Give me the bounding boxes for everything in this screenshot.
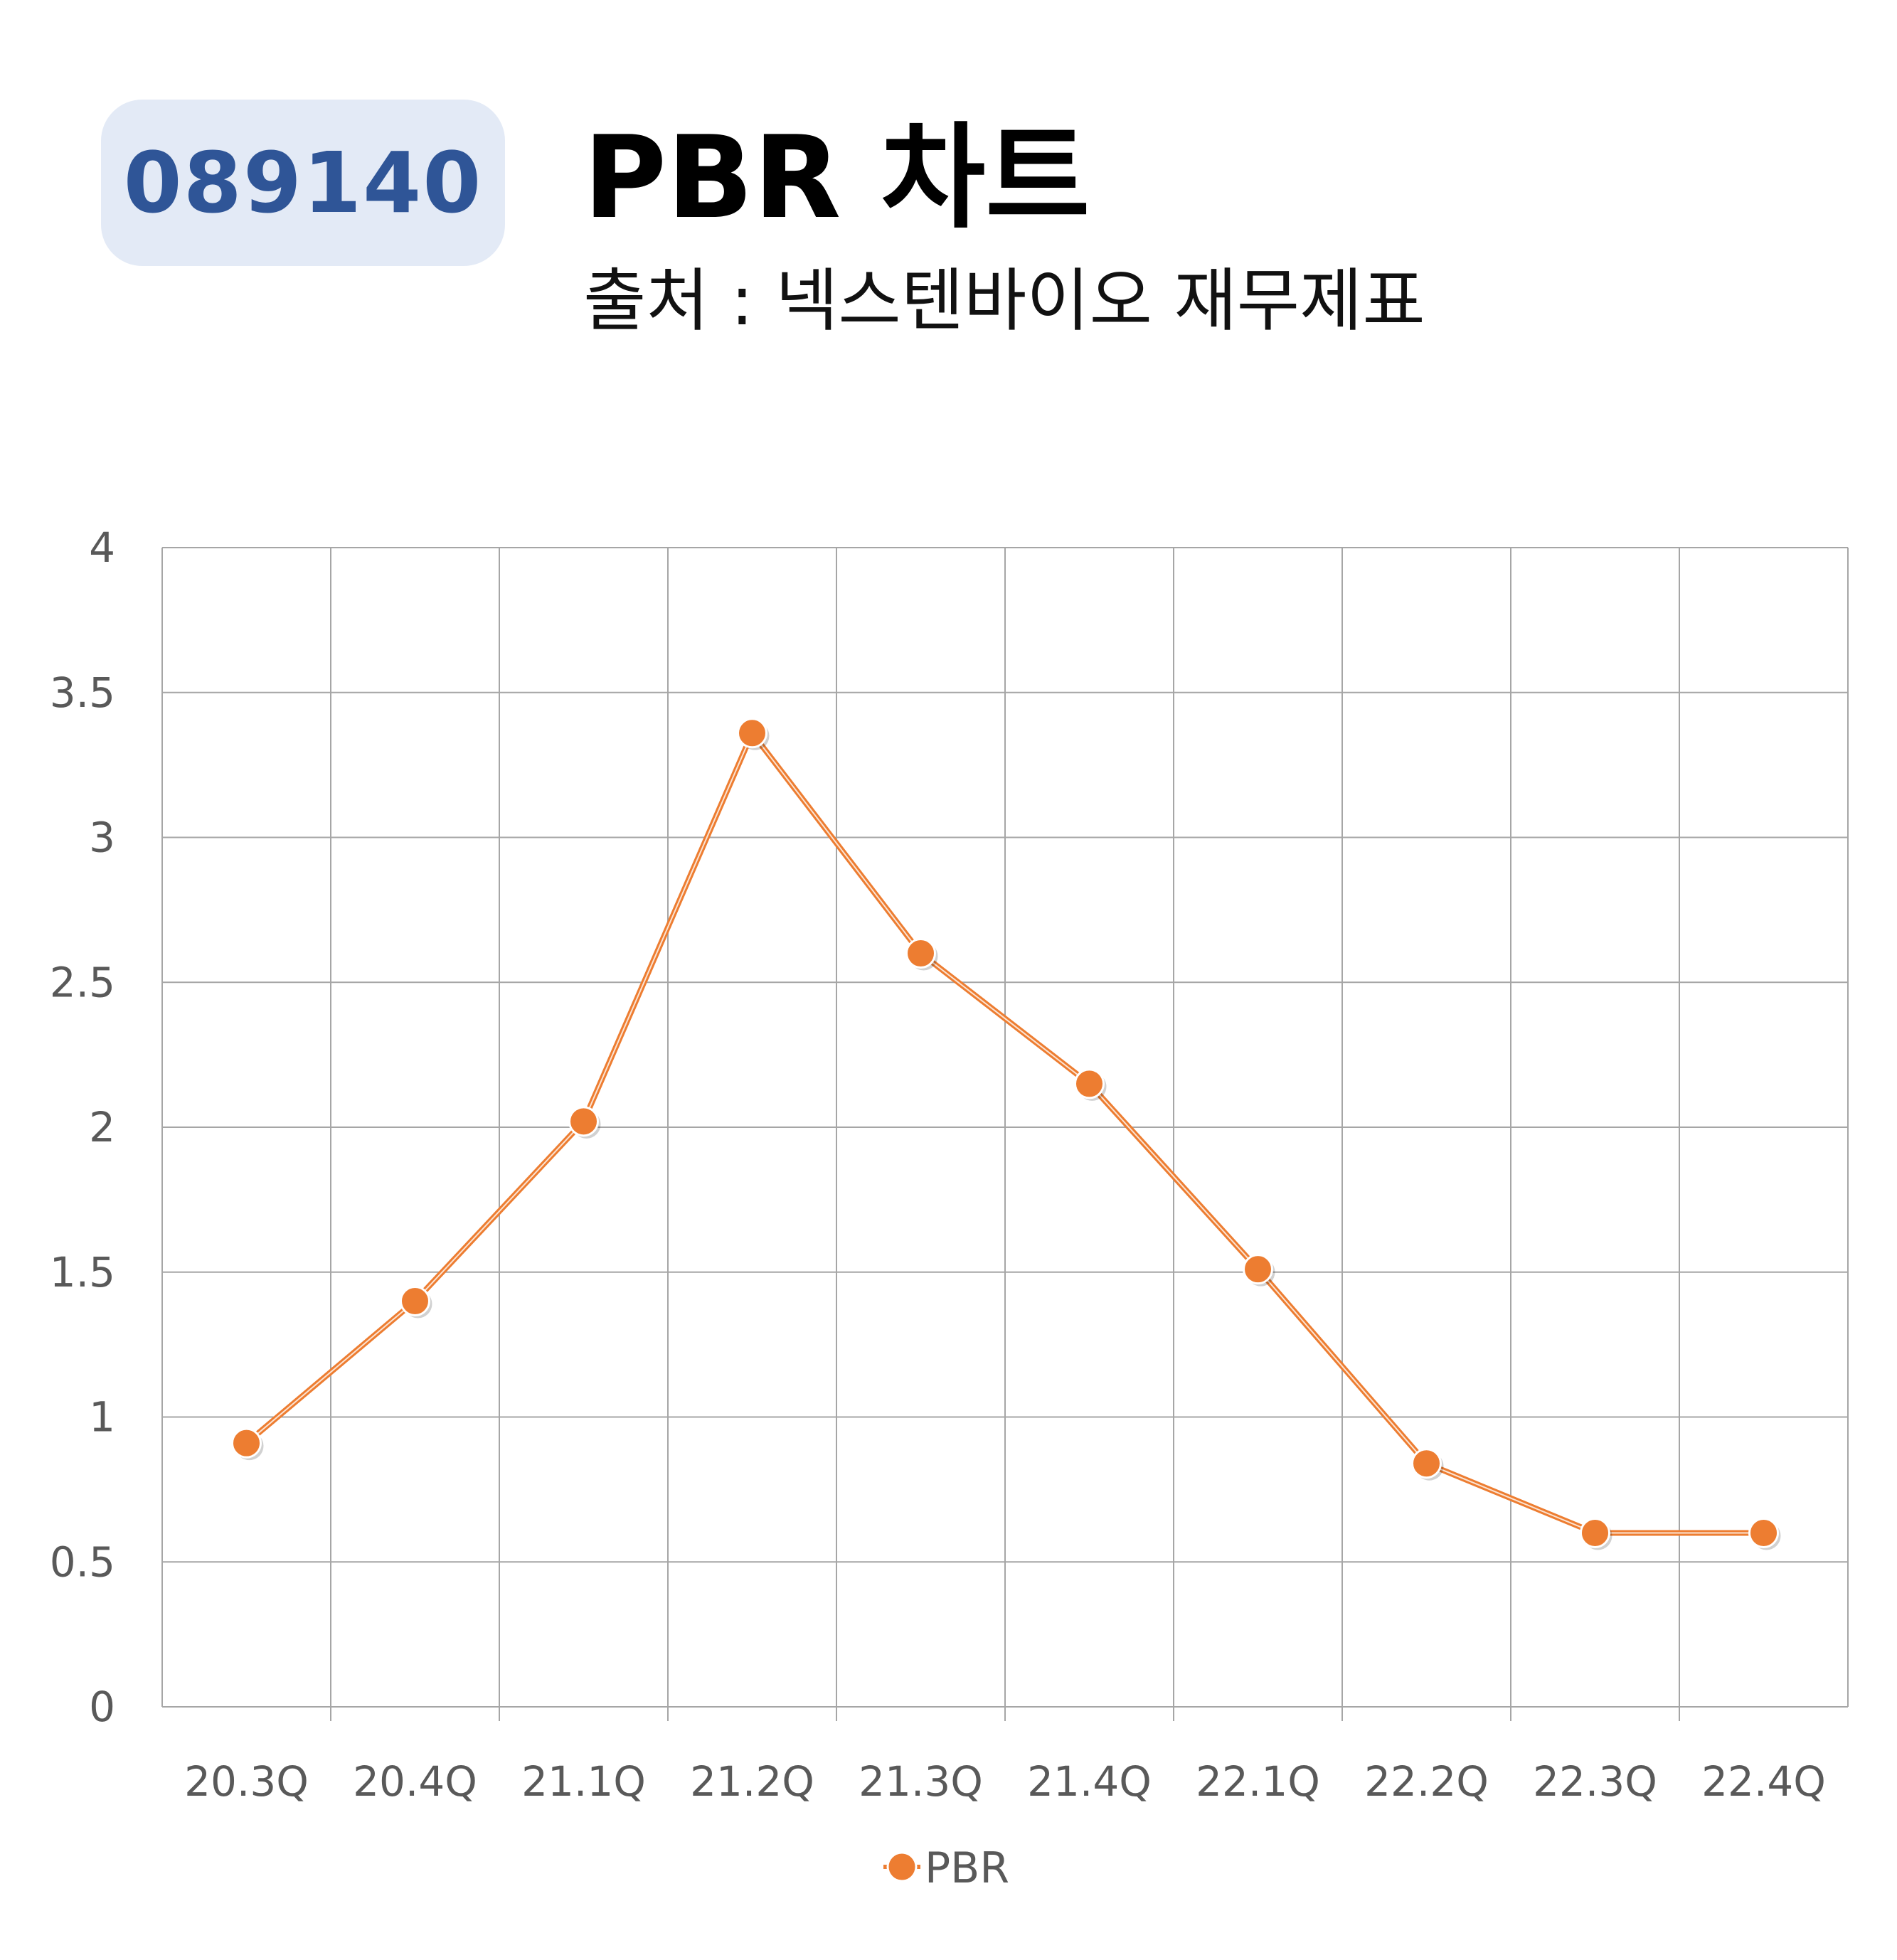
x-tick-label: 21.3Q (859, 1757, 983, 1806)
legend-label-pbr: PBR (925, 1843, 1009, 1893)
stock-code-badge: 089140 (101, 100, 505, 266)
legend-marker (886, 1851, 918, 1882)
y-tick-label: 1.5 (50, 1248, 115, 1296)
data-point (231, 1427, 262, 1459)
data-point (737, 718, 767, 749)
x-tick-label: 20.3Q (184, 1757, 309, 1806)
data-point (1411, 1448, 1442, 1479)
chart-grid (161, 547, 1849, 1721)
x-tick-label: 22.1Q (1196, 1757, 1320, 1806)
y-tick-label: 0.5 (50, 1538, 115, 1586)
chart-legend: PBR (883, 1843, 1009, 1893)
y-tick-label: 3.5 (50, 669, 115, 717)
y-tick-label: 2 (89, 1103, 115, 1151)
y-tick-label: 1 (89, 1393, 115, 1442)
data-point (1074, 1068, 1105, 1099)
y-tick-label: 4 (89, 523, 115, 572)
chart-title: PBR 차트 (583, 111, 1090, 244)
y-tick-label: 2.5 (50, 958, 115, 1006)
x-tick-label: 21.1Q (521, 1757, 646, 1806)
x-tick-label: 21.4Q (1027, 1757, 1152, 1806)
y-tick-label: 0 (89, 1683, 115, 1731)
data-point (400, 1286, 430, 1316)
y-axis-tick-labels: 0 0.5 1 1.5 2 2.5 3 3.5 4 (50, 523, 115, 1731)
chart-subtitle: 출처 : 넥스텐바이오 재무제표 (583, 261, 1425, 341)
data-point (1748, 1518, 1779, 1548)
data-point (1580, 1518, 1610, 1548)
data-point (568, 1106, 599, 1137)
series-line-highlight (245, 731, 1764, 1534)
x-tick-label: 22.2Q (1364, 1757, 1489, 1806)
x-tick-label: 22.3Q (1533, 1757, 1657, 1806)
x-tick-label: 22.4Q (1701, 1757, 1826, 1806)
x-axis-tick-labels: 20.3Q 20.4Q 21.1Q 21.2Q 21.3Q 21.4Q 22.1Q 22.2Q… (184, 1757, 1826, 1806)
data-point (1243, 1254, 1273, 1285)
x-tick-label: 21.2Q (690, 1757, 814, 1806)
data-point (905, 938, 936, 969)
y-tick-label: 3 (89, 814, 115, 862)
series-pbr (231, 718, 1781, 1550)
x-tick-label: 20.4Q (353, 1757, 477, 1806)
